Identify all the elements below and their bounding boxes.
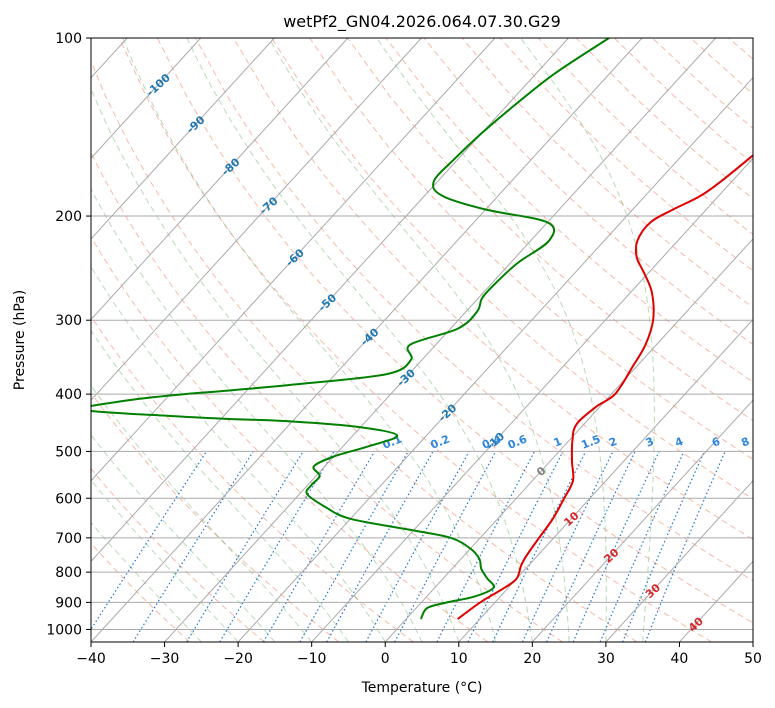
x-tick-label: 30: [597, 651, 615, 667]
y-tick-label: 300: [55, 313, 82, 329]
dry-adiabat-line: [385, 38, 753, 383]
mixing-ratio-label: 3: [644, 435, 656, 450]
mixing-ratio-line: [186, 451, 304, 642]
x-axis-label: Temperature (°C): [361, 680, 483, 696]
mixing-ratio-line: [326, 451, 434, 642]
plot-frame: [90, 37, 754, 643]
isotherm-line: [531, 399, 753, 642]
background-grid: [91, 38, 753, 642]
mixing-ratio-line: [572, 451, 660, 642]
moist-adiabat-line: [91, 329, 349, 642]
isotherm-line: [384, 238, 753, 642]
isotherm-line: [91, 38, 496, 482]
isotherm-line: [605, 480, 753, 642]
mixing-ratio-line: [299, 451, 409, 642]
y-tick-label: 600: [55, 491, 82, 507]
dry-adiabat-line: [91, 235, 489, 642]
mixing-ratio-lines: [91, 451, 726, 642]
x-tick-label: −40: [76, 651, 106, 667]
dry-adiabat-line: [91, 467, 265, 642]
mixing-ratio-line: [365, 451, 470, 642]
dry-adiabat-line: [233, 38, 753, 540]
isotherm-line: [164, 38, 717, 642]
y-tick-label: 400: [55, 387, 82, 403]
isotherm-line: [91, 38, 349, 321]
dry-adiabat-line: [91, 60, 638, 642]
isotherm-line: [311, 157, 753, 642]
y-tick-label: 100: [55, 31, 82, 47]
y-tick-label: 700: [55, 531, 82, 547]
dewpoint-series-line: [91, 38, 610, 620]
dry-adiabat-line: [195, 38, 753, 582]
moist-adiabat-line: [186, 38, 533, 642]
mixing-ratio-line: [467, 451, 564, 642]
moist-adiabat-line: [91, 188, 423, 642]
moist-adiabat-line: [91, 265, 386, 642]
isotherm-line: [458, 318, 753, 642]
mixing-ratio-line: [622, 451, 705, 642]
mixing-ratio-label: 8: [739, 435, 751, 450]
mixing-ratio-label: 1: [552, 435, 564, 450]
isotherm-line: [91, 38, 643, 642]
profiles: [91, 38, 753, 620]
x-tick-label: −20: [223, 651, 253, 667]
y-tick-label: 200: [55, 209, 82, 225]
chart-title: wetPf2_GN04.2026.064.07.30.G29: [283, 12, 561, 32]
dry-adiabat-line: [271, 38, 753, 500]
moist-adiabats: [91, 38, 655, 642]
x-tick-label: 20: [523, 651, 541, 667]
dry-adiabat-line: [118, 38, 713, 642]
x-tick-label: 10: [450, 651, 468, 667]
moist-adiabat-line: [376, 38, 607, 642]
dry-adiabat-line: [91, 151, 563, 642]
dry-adiabat-line: [157, 38, 753, 624]
mixing-ratio-line: [132, 451, 254, 642]
isotherm-line: [91, 38, 422, 401]
y-axis: 100 200 300 400 500 600 700 800 900 1000: [46, 31, 91, 638]
x-axis: −40 −30 −20 −10 0 10 20 30 40 50: [76, 642, 762, 667]
y-tick-label: 1000: [46, 622, 82, 638]
x-tick-label: 0: [381, 651, 390, 667]
isotherms: [91, 38, 753, 642]
x-tick-label: −10: [297, 651, 327, 667]
dry-adiabat-line: [347, 38, 753, 422]
dry-adiabat-line: [309, 38, 753, 460]
x-tick-label: 40: [671, 651, 689, 667]
isotherm-line: [91, 38, 202, 160]
y-tick-label: 500: [55, 444, 82, 460]
moist-adiabat-line: [268, 38, 570, 642]
y-tick-label: 800: [55, 565, 82, 581]
moist-adiabat-line: [91, 87, 460, 642]
y-tick-label: 900: [55, 595, 82, 611]
dry-adiabat-line: [91, 542, 191, 642]
mixing-ratio-label: 2: [607, 435, 619, 450]
isotherm-line: [237, 76, 753, 642]
x-tick-label: −30: [150, 651, 180, 667]
isotherm-line: [91, 38, 275, 240]
mixing-ratio-line: [436, 451, 536, 642]
x-tick-label: 50: [744, 651, 762, 667]
temperature-series-line: [457, 154, 753, 620]
moist-adiabat-line: [520, 38, 655, 642]
dry-adiabats: [91, 38, 753, 642]
mixing-ratio-line: [91, 451, 208, 631]
y-axis-label: Pressure (hPa): [12, 290, 28, 390]
mixing-ratio-line: [599, 451, 685, 642]
